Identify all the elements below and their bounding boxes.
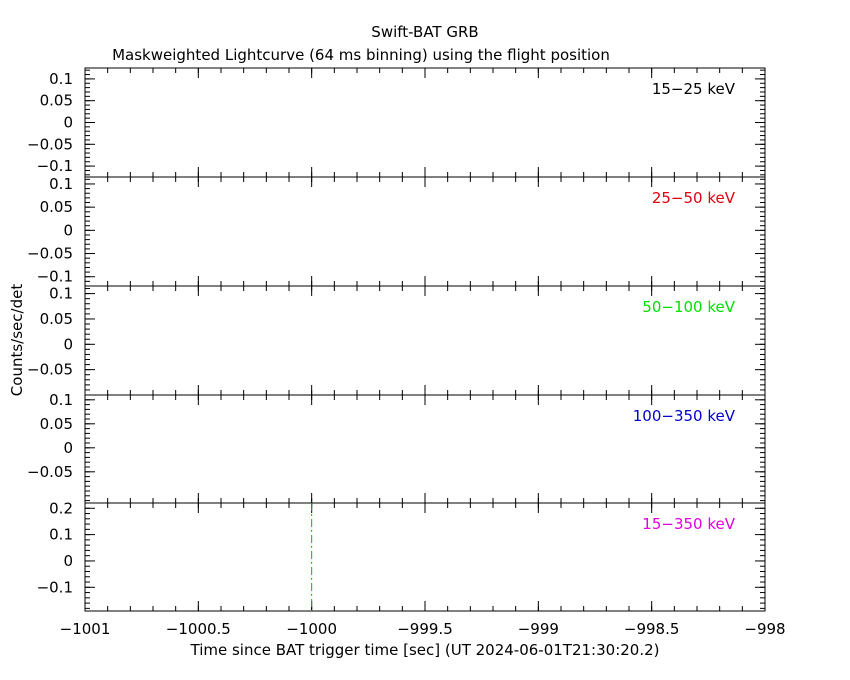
x-tick-label: −999.5 [397,620,453,638]
y-tick-label: −0.05 [27,361,73,379]
y-tick-label: 0.05 [40,310,73,328]
y-tick-label: 0 [63,114,73,132]
y-tick-label: 0.05 [40,415,73,433]
y-tick-label: 0.1 [49,285,73,303]
band-label: 25−50 keV [652,189,736,207]
y-tick-label: 0 [63,221,73,239]
panels-group: 0.1 0.05 0 −0.05 −0.1 15−25 keV 0.1 0.05 0 −0.05 −… [27,67,786,638]
y-tick-label: 0.1 [49,175,73,193]
x-tick-label: −1001 [60,620,111,638]
y-axis-label: Counts/sec/det [8,284,26,397]
y-tick-label: 0.05 [40,92,73,110]
y-tick-label: 0.1 [49,391,73,409]
y-tick-label: 0 [63,439,73,457]
x-tick-label: −1000.5 [166,620,231,638]
band-label: 100−350 keV [633,407,736,425]
y-tick-label: −0.05 [27,245,73,263]
y-tick-label: −0.1 [37,157,73,175]
x-tick-label: −1000 [286,620,337,638]
y-tick-label: 0.05 [40,198,73,216]
chart-subtitle: Maskweighted Lightcurve (64 ms binning) … [112,46,610,64]
x-tick-label: −998.5 [624,620,680,638]
y-tick-label: −0.05 [27,463,73,481]
band-label: 50−100 keV [642,298,735,316]
y-tick-label: −0.05 [27,135,73,153]
chart-title: Swift-BAT GRB [371,23,478,41]
y-tick-label: 0.1 [49,70,73,88]
y-tick-label: 0.1 [49,526,73,544]
y-tick-label: −0.1 [37,268,73,286]
x-tick-label: −999 [518,620,559,638]
y-tick-label: −0.1 [37,578,73,596]
x-axis-label: Time since BAT trigger time [sec] (UT 20… [190,641,660,659]
y-tick-label: 0 [63,335,73,353]
y-tick-label: 0 [63,552,73,570]
y-tick-label: 0.2 [49,499,73,517]
band-label: 15−350 keV [642,515,735,533]
x-tick-label: −998 [744,620,785,638]
band-label: 15−25 keV [652,80,736,98]
